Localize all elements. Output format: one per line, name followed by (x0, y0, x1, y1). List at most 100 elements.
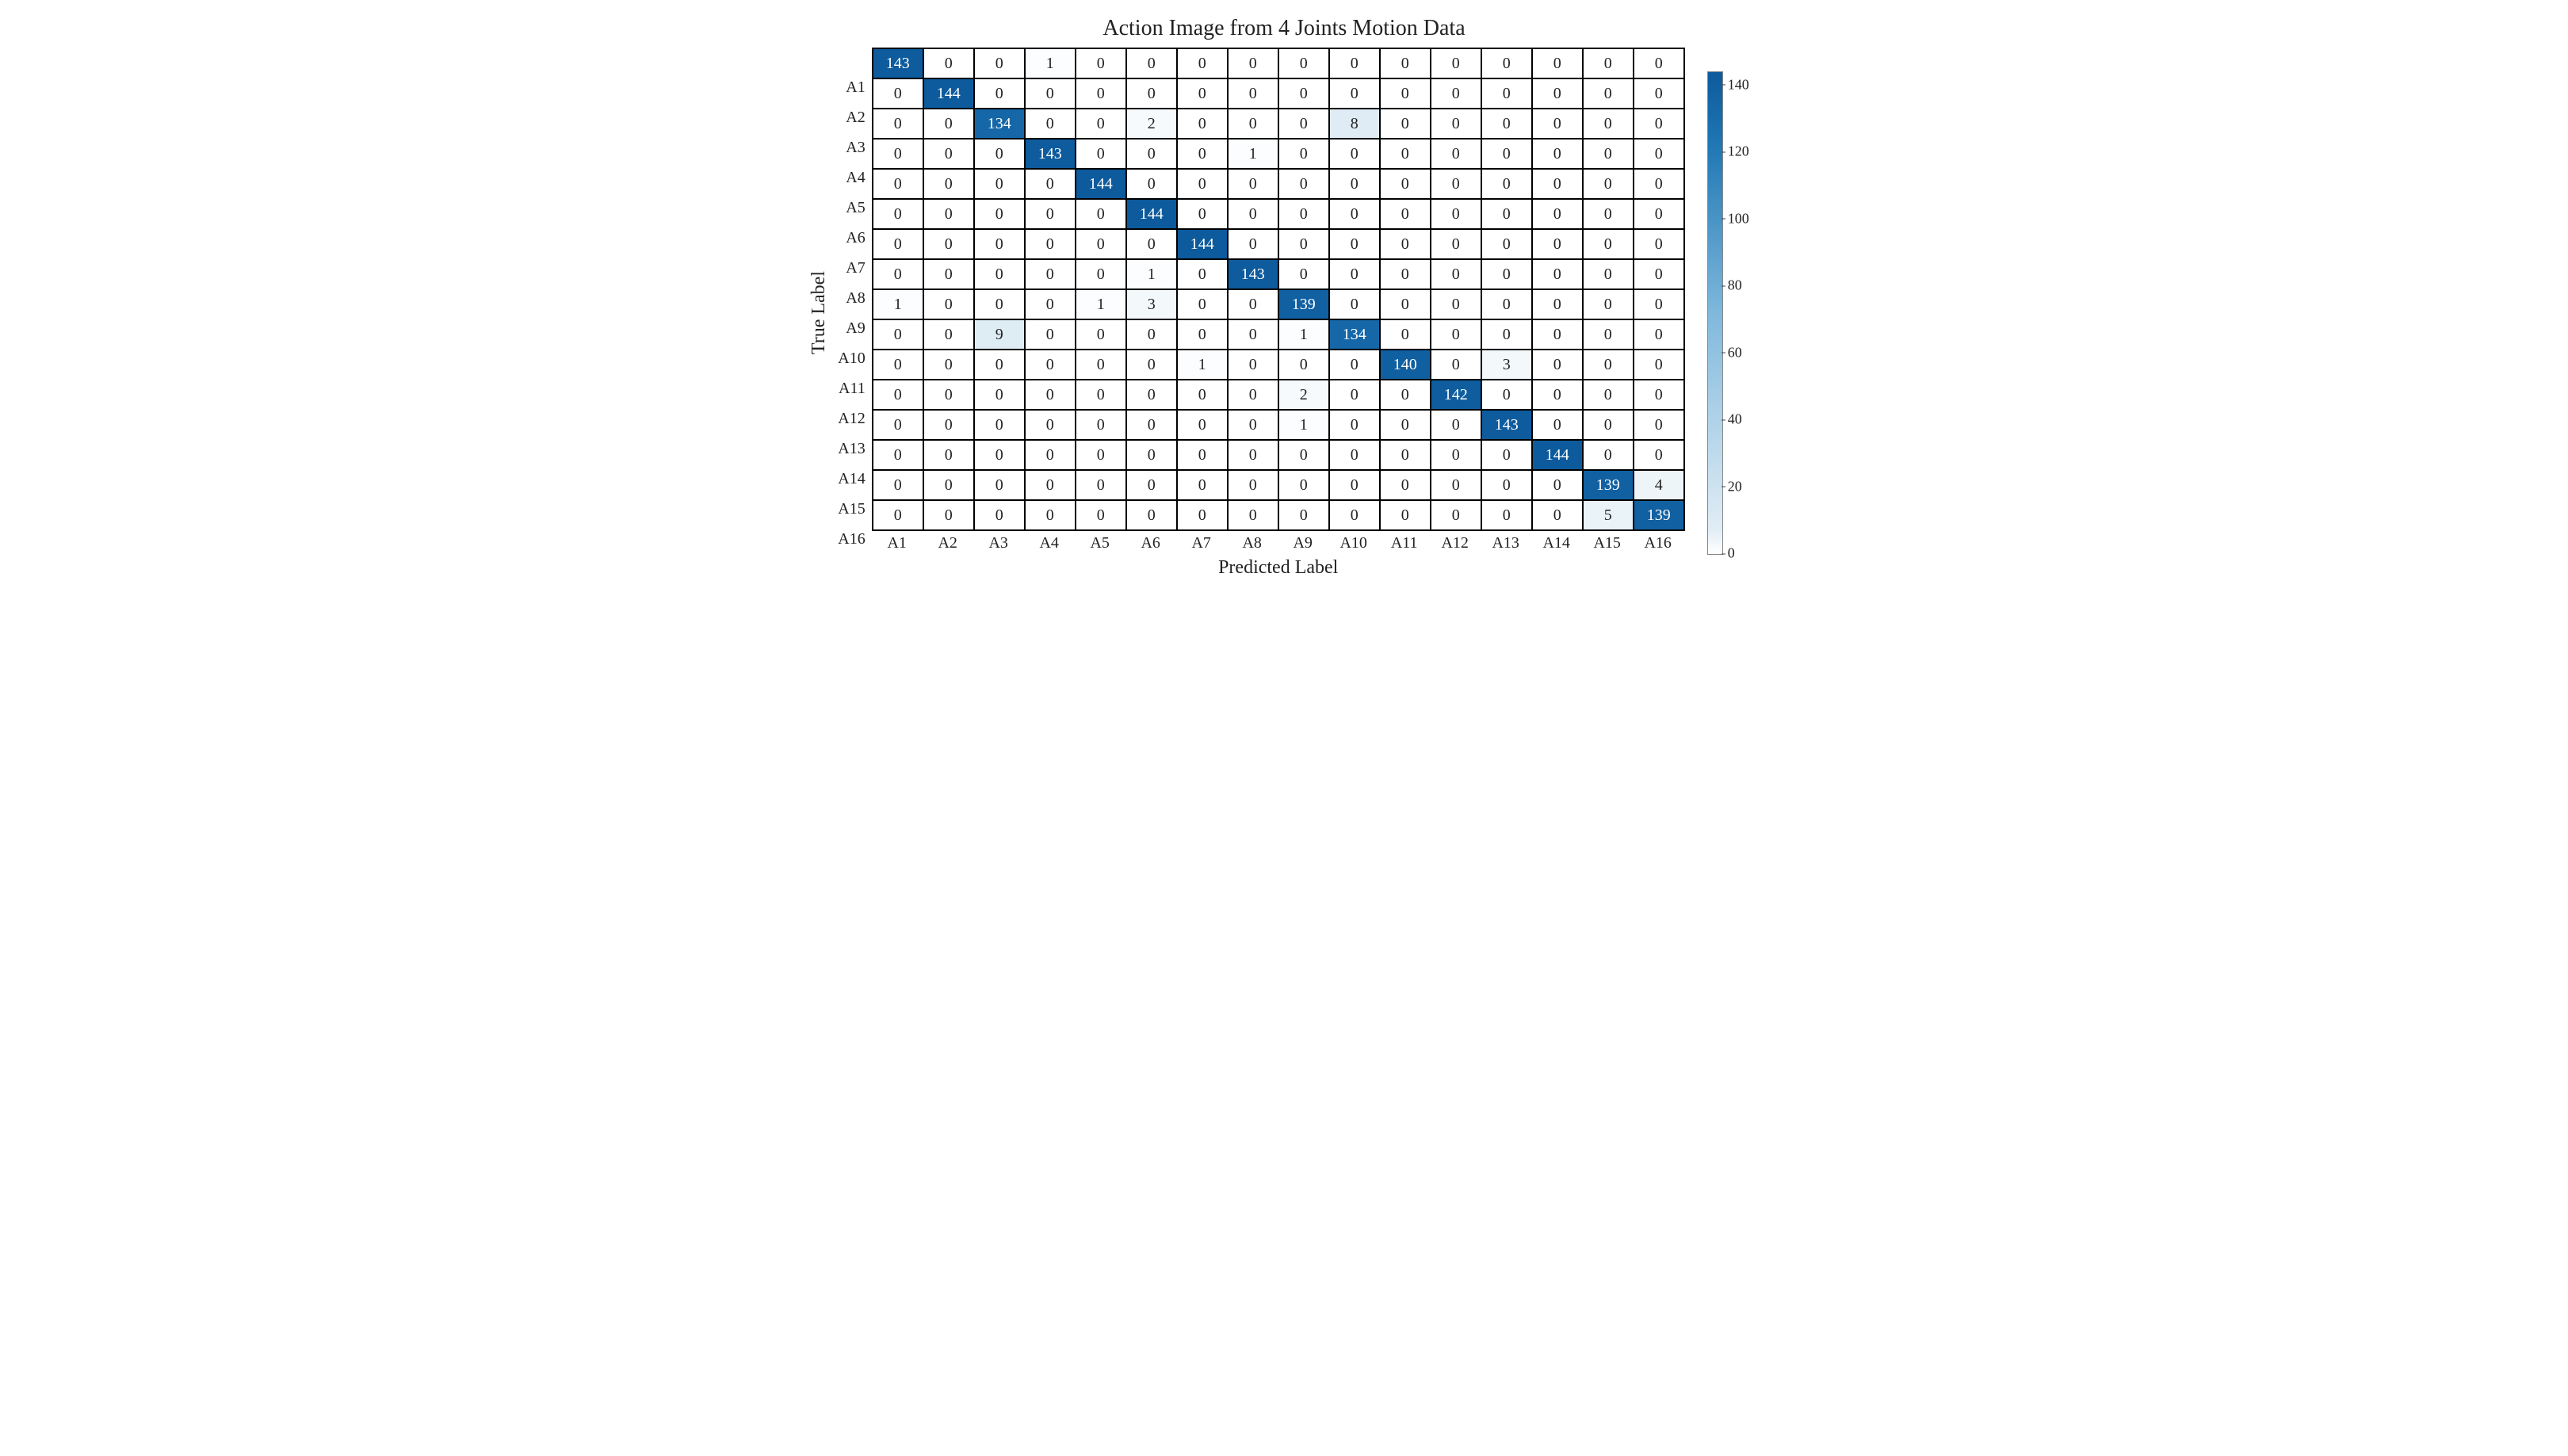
heatmap-cell: 134 (1329, 319, 1380, 350)
heatmap-cell: 0 (974, 350, 1025, 380)
heatmap-cell: 0 (1025, 500, 1076, 530)
heatmap-cell: 0 (1634, 410, 1684, 440)
heatmap-cell: 143 (1228, 259, 1278, 289)
heatmap-cell: 0 (1025, 440, 1076, 470)
heatmap-cell: 0 (1583, 169, 1634, 199)
heatmap-cell: 0 (1228, 440, 1278, 470)
heatmap-cell: 0 (1076, 350, 1126, 380)
heatmap-cell: 0 (873, 380, 923, 410)
heatmap-cell: 0 (1431, 259, 1481, 289)
heatmap-cell: 0 (1025, 289, 1076, 319)
y-tick: A5 (838, 193, 871, 223)
heatmap-cell: 0 (1076, 410, 1126, 440)
colorbar: 020406080100120140 (1707, 71, 1760, 555)
heatmap-cell: 139 (1278, 289, 1329, 319)
x-axis-label: Predicted Label (872, 557, 1685, 579)
heatmap-cell: 0 (1228, 229, 1278, 259)
heatmap-cell: 0 (873, 78, 923, 109)
heatmap-cell: 0 (1532, 199, 1583, 229)
heatmap-cell: 0 (1634, 78, 1684, 109)
heatmap-cell: 0 (974, 500, 1025, 530)
heatmap-cell: 0 (1025, 410, 1076, 440)
heatmap-cell: 0 (1177, 78, 1228, 109)
heatmap-cell: 1 (1126, 259, 1177, 289)
heatmap-cell: 8 (1329, 109, 1380, 139)
heatmap-cell: 0 (873, 169, 923, 199)
colorbar-tick: 120 (1728, 143, 1749, 160)
heatmap-cell: 0 (923, 440, 974, 470)
heatmap-cell: 0 (1634, 350, 1684, 380)
heatmap-cell: 0 (1634, 109, 1684, 139)
heatmap-cell: 0 (974, 229, 1025, 259)
heatmap-cell: 0 (1177, 410, 1228, 440)
heatmap-cell: 0 (1481, 470, 1532, 500)
heatmap-cell: 0 (1380, 470, 1431, 500)
heatmap-cell: 1 (1076, 289, 1126, 319)
heatmap-cell: 0 (1431, 48, 1481, 78)
heatmap-cell: 0 (1329, 48, 1380, 78)
heatmap-cell: 0 (1380, 380, 1431, 410)
heatmap-cell: 0 (1126, 440, 1177, 470)
heatmap-cell: 0 (974, 470, 1025, 500)
heatmap-cell: 0 (923, 229, 974, 259)
heatmap-cell: 0 (1278, 169, 1329, 199)
heatmap-cell: 0 (1634, 169, 1684, 199)
heatmap-cell: 0 (1329, 470, 1380, 500)
heatmap-cell: 0 (923, 350, 974, 380)
heatmap-cell: 0 (1481, 139, 1532, 169)
heatmap-cell: 0 (1025, 199, 1076, 229)
heatmap-cell: 0 (923, 380, 974, 410)
heatmap-cell: 0 (1126, 78, 1177, 109)
heatmap-cell: 0 (1025, 78, 1076, 109)
heatmap-cell: 0 (1329, 350, 1380, 380)
colorbar-tick: 100 (1728, 210, 1749, 227)
heatmap-cell: 0 (1177, 319, 1228, 350)
heatmap-cell: 0 (1126, 380, 1177, 410)
heatmap-cell: 0 (1329, 500, 1380, 530)
heatmap-cell: 0 (974, 259, 1025, 289)
heatmap-cell: 0 (1583, 410, 1634, 440)
heatmap-cell: 0 (1583, 139, 1634, 169)
heatmap-cell: 0 (1481, 78, 1532, 109)
y-tick: A6 (838, 223, 871, 253)
plot-area: True Label A1A2A3A4A5A6A7A8A9A10A11A12A1… (808, 48, 1759, 579)
heatmap-cell: 0 (1228, 199, 1278, 229)
heatmap-cell: 143 (1025, 139, 1076, 169)
heatmap-cell: 0 (1278, 350, 1329, 380)
heatmap-cell: 0 (1278, 199, 1329, 229)
heatmap-cell: 0 (1126, 319, 1177, 350)
heatmap-cell: 0 (1532, 109, 1583, 139)
heatmap-cell: 0 (1532, 470, 1583, 500)
heatmap-cell: 142 (1431, 380, 1481, 410)
heatmap-cell: 0 (1329, 259, 1380, 289)
x-tick: A15 (1582, 531, 1633, 552)
heatmap-cell: 0 (1481, 48, 1532, 78)
heatmap-cell: 0 (1329, 78, 1380, 109)
heatmap-cell: 0 (923, 259, 974, 289)
heatmap-cell: 0 (1431, 169, 1481, 199)
heatmap-cell: 0 (1278, 109, 1329, 139)
heatmap-cell: 0 (1177, 470, 1228, 500)
heatmap-cell: 0 (1532, 169, 1583, 199)
heatmap-cell: 0 (1634, 259, 1684, 289)
heatmap-cell: 1 (1228, 139, 1278, 169)
heatmap-cell: 0 (1278, 500, 1329, 530)
heatmap-cell: 0 (1076, 78, 1126, 109)
heatmap-cell: 0 (1278, 470, 1329, 500)
heatmap-cell: 0 (1431, 350, 1481, 380)
heatmap-cell: 0 (1025, 229, 1076, 259)
heatmap-cell: 0 (1431, 229, 1481, 259)
heatmap-cell: 0 (1583, 48, 1634, 78)
heatmap-cell: 0 (1126, 48, 1177, 78)
heatmap-cell: 0 (1228, 500, 1278, 530)
heatmap-cell: 0 (1278, 440, 1329, 470)
heatmap-cell: 0 (1380, 109, 1431, 139)
heatmap-cell: 0 (1177, 380, 1228, 410)
heatmap-cell: 0 (1532, 319, 1583, 350)
heatmap-cell: 0 (1431, 289, 1481, 319)
heatmap-cell: 3 (1481, 350, 1532, 380)
x-tick: A10 (1328, 531, 1379, 552)
heatmap-cell: 0 (1076, 440, 1126, 470)
heatmap-cell: 0 (873, 410, 923, 440)
heatmap-cell: 0 (1177, 500, 1228, 530)
